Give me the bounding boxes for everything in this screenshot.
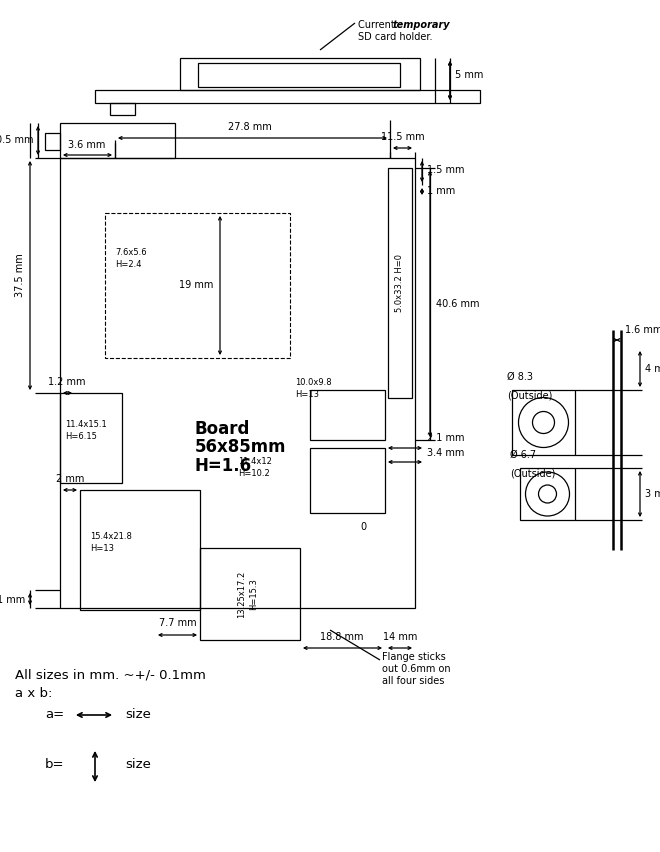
Text: all four sides: all four sides bbox=[382, 676, 444, 686]
Text: Ø 8.3: Ø 8.3 bbox=[507, 372, 533, 382]
Text: (Outside): (Outside) bbox=[507, 391, 552, 401]
Bar bbox=[310, 448, 385, 513]
Text: 1 mm: 1 mm bbox=[427, 186, 455, 196]
Text: size: size bbox=[125, 709, 151, 722]
Text: 4 mm: 4 mm bbox=[645, 364, 660, 374]
Bar bbox=[388, 168, 412, 398]
Text: H=10.2: H=10.2 bbox=[238, 469, 270, 478]
Text: Flange sticks: Flange sticks bbox=[382, 652, 446, 662]
Text: All sizes in mm. ~+/- 0.1mm: All sizes in mm. ~+/- 0.1mm bbox=[15, 668, 206, 681]
Text: 19 mm: 19 mm bbox=[179, 280, 213, 290]
Text: 5 mm: 5 mm bbox=[455, 70, 483, 80]
Text: 27.8 mm: 27.8 mm bbox=[228, 122, 272, 132]
Text: 3 mm: 3 mm bbox=[645, 489, 660, 499]
Text: 15.4x21.8: 15.4x21.8 bbox=[90, 532, 132, 541]
Text: SD card holder.: SD card holder. bbox=[358, 32, 432, 42]
Text: size: size bbox=[125, 758, 151, 772]
Text: H=6.15: H=6.15 bbox=[65, 432, 97, 441]
Text: Board: Board bbox=[195, 420, 250, 438]
Bar bbox=[180, 58, 420, 90]
Bar bbox=[512, 390, 575, 455]
Text: Current: Current bbox=[358, 20, 398, 30]
Bar bbox=[105, 213, 290, 358]
Bar bbox=[60, 158, 415, 608]
Text: 1.5 mm: 1.5 mm bbox=[427, 165, 465, 175]
Text: 1.2 mm: 1.2 mm bbox=[48, 377, 86, 387]
Bar bbox=[110, 103, 135, 115]
Text: H=2.4: H=2.4 bbox=[115, 260, 141, 269]
Bar bbox=[198, 63, 400, 87]
Text: a x b:: a x b: bbox=[15, 687, 52, 700]
Text: 56x85mm: 56x85mm bbox=[195, 438, 286, 456]
Bar bbox=[520, 468, 575, 520]
Text: 37.5 mm: 37.5 mm bbox=[15, 253, 25, 296]
Text: 7.6x5.6: 7.6x5.6 bbox=[115, 248, 147, 257]
Text: 2 mm: 2 mm bbox=[56, 474, 84, 484]
Text: 11.5 mm: 11.5 mm bbox=[381, 132, 425, 142]
Text: 14 mm: 14 mm bbox=[383, 632, 417, 642]
Text: 1 mm: 1 mm bbox=[0, 595, 25, 605]
Text: H=13: H=13 bbox=[295, 390, 319, 399]
Bar bbox=[95, 90, 480, 103]
Text: H=13: H=13 bbox=[90, 544, 114, 553]
Text: 13.25x17.2: 13.25x17.2 bbox=[238, 570, 246, 618]
Bar bbox=[45, 133, 60, 150]
Text: 11.4x15.1: 11.4x15.1 bbox=[65, 420, 107, 429]
Text: 10.0x9.8: 10.0x9.8 bbox=[295, 378, 331, 387]
Bar bbox=[60, 123, 175, 158]
Text: (Outside): (Outside) bbox=[510, 469, 555, 479]
Text: H=1.6: H=1.6 bbox=[195, 457, 252, 475]
Text: 18.8 mm: 18.8 mm bbox=[320, 632, 364, 642]
Text: Ø 6.7: Ø 6.7 bbox=[510, 450, 536, 460]
Text: 3.4 mm: 3.4 mm bbox=[427, 448, 465, 458]
Bar bbox=[60, 393, 122, 483]
Bar bbox=[310, 390, 385, 440]
Text: out 0.6mm on: out 0.6mm on bbox=[382, 664, 451, 674]
Bar bbox=[80, 490, 200, 610]
Text: H=15.3: H=15.3 bbox=[249, 578, 259, 610]
Text: 3.6 mm: 3.6 mm bbox=[69, 140, 106, 150]
Text: 7.7 mm: 7.7 mm bbox=[159, 618, 197, 628]
Text: 2.1 mm: 2.1 mm bbox=[427, 433, 465, 443]
Text: b=: b= bbox=[45, 758, 65, 772]
Text: 5.0x33.2 H=0: 5.0x33.2 H=0 bbox=[395, 254, 405, 312]
Text: temporary: temporary bbox=[393, 20, 451, 30]
Text: 0: 0 bbox=[360, 522, 366, 532]
Text: 11.4x12: 11.4x12 bbox=[238, 457, 272, 466]
Text: a=: a= bbox=[45, 709, 64, 722]
Text: 40.6 mm: 40.6 mm bbox=[436, 299, 480, 309]
Text: 1.6 mm: 1.6 mm bbox=[625, 325, 660, 335]
Bar bbox=[200, 548, 300, 640]
Text: 0.5 mm: 0.5 mm bbox=[0, 135, 33, 145]
